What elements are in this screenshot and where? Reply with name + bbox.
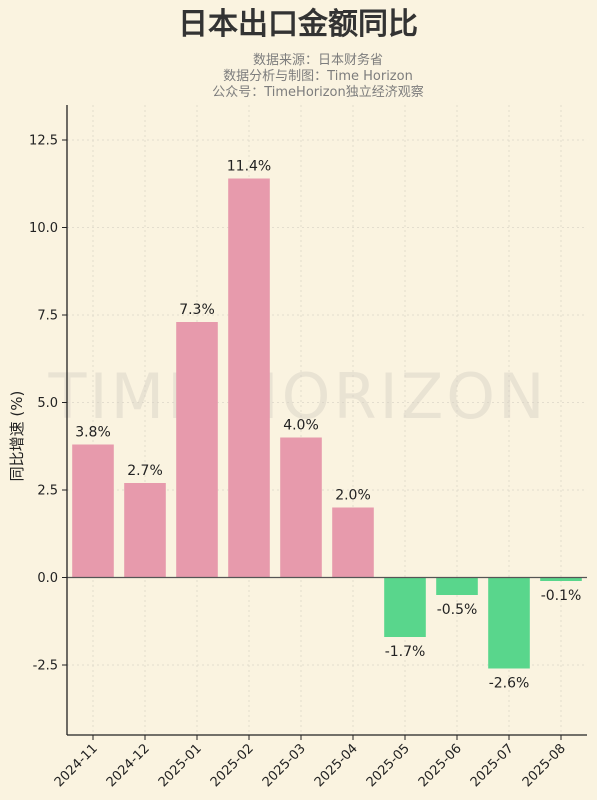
- watermark: TIME HORIZON: [48, 360, 548, 433]
- x-tick-label: 2025-04: [312, 741, 361, 790]
- chart-subtitle-source: 数据来源：日本财务省: [253, 52, 383, 68]
- y-tick-label: -2.5: [33, 659, 58, 674]
- x-tick-label: 2025-01: [156, 741, 205, 790]
- bar: [540, 577, 582, 581]
- y-tick-label: 0.0: [37, 571, 58, 586]
- bar-value-label: 11.4%: [227, 159, 271, 175]
- x-tick-label: 2025-08: [520, 741, 569, 790]
- y-tick-label: 12.5: [29, 134, 58, 149]
- y-tick-label: 5.0: [37, 396, 58, 411]
- bar: [124, 483, 166, 578]
- bar-value-label: 7.3%: [179, 302, 215, 318]
- bar: [436, 577, 478, 595]
- bar-value-label: -1.7%: [385, 644, 426, 660]
- y-tick-label: 10.0: [29, 221, 58, 236]
- bar-value-label: 3.8%: [75, 425, 111, 441]
- x-tick-label: 2025-06: [416, 741, 465, 790]
- y-tick-label: 2.5: [37, 484, 58, 499]
- y-axis-label: 同比增速 (%): [8, 391, 26, 482]
- bar: [488, 577, 530, 669]
- x-tick-label: 2025-03: [260, 741, 309, 790]
- chart-subtitle-author: 数据分析与制图：Time Horizon: [223, 69, 413, 84]
- bar: [332, 507, 374, 578]
- bars: [72, 178, 582, 669]
- y-tick-label: 7.5: [37, 309, 58, 324]
- bar-value-label: -0.5%: [437, 602, 478, 618]
- bar: [280, 437, 322, 578]
- chart-subtitle-account: 公众号：TimeHorizon独立经济观察: [212, 85, 424, 100]
- x-tick-label: 2025-02: [208, 741, 257, 790]
- bar-value-label: 4.0%: [283, 418, 319, 434]
- bar-value-label: -2.6%: [489, 676, 530, 692]
- bar: [384, 577, 426, 637]
- bar: [228, 178, 270, 578]
- bar-value-label: 2.0%: [335, 488, 371, 504]
- chart-title: 日本出口金额同比: [178, 7, 418, 42]
- x-tick-label: 2025-07: [468, 741, 517, 790]
- bar-value-label: -0.1%: [541, 588, 582, 604]
- bar: [72, 444, 114, 578]
- x-tick-label: 2024-12: [104, 741, 153, 790]
- data-labels: 3.8% 2.7% 7.3% 11.4% 4.0% 2.0% -1.7% -0.5% -2.6%…: [75, 159, 581, 692]
- x-tick-label: 2024-11: [52, 741, 101, 790]
- x-tick-label: 2025-05: [364, 741, 413, 790]
- bar: [176, 322, 218, 578]
- bar-value-label: 2.7%: [127, 463, 163, 479]
